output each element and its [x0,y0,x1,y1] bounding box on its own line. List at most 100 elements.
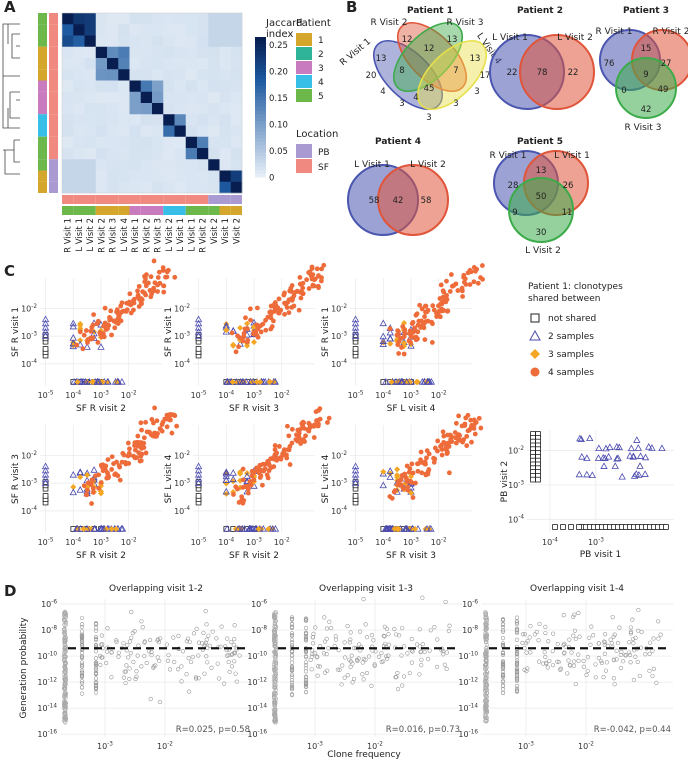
scatter-plot: 10-5 10-4 10-3 10-210-410-310-2SF R visit 3… [164,262,327,414]
point [611,634,616,639]
point-2-samples [271,377,279,385]
point-3-samples [113,526,120,532]
location-color-cell [129,195,141,204]
point [79,681,85,686]
heatmap-cell [129,80,142,93]
column-label: L Visit 4 [120,218,130,252]
point [155,655,160,660]
heatmap-cell [208,170,220,183]
point [204,654,209,659]
column-label: L Visit 1 [75,218,85,252]
point-4-samples [112,325,118,331]
point [617,625,622,630]
x-axis-label: SF R visit 2 [76,551,126,561]
point [204,622,209,627]
point-4-samples [315,418,321,423]
point-4-samples [249,468,255,474]
point-4-samples [241,334,246,340]
point-4-samples [319,266,325,272]
point [536,659,542,664]
point-4-samples [423,309,428,315]
point-4-samples [233,349,239,355]
tick-label: 10-3 [21,332,37,342]
point-4-samples [109,454,115,460]
column-label: R Visit 2 [142,218,152,253]
tick-label: 10-2 [578,741,594,751]
heatmap-cell [140,148,153,160]
point [273,634,278,640]
point-2-samples [577,435,585,443]
point [273,677,278,682]
venn-set-label: R Visit 1 [490,151,527,161]
point [289,693,295,698]
point-4-samples [81,332,87,338]
point-4-samples [105,457,111,463]
point [273,717,279,723]
point [100,655,105,660]
point-4-samples [115,317,120,323]
heatmap-cell [129,114,142,126]
point-4-samples [155,275,161,280]
point-4-samples [143,292,149,298]
point [172,659,177,665]
point [602,640,607,645]
point [484,642,489,647]
point-not-shared [530,476,536,483]
tick-label: 10-3 [518,741,534,751]
point-2-samples [194,327,203,335]
point [382,624,387,629]
point-4-samples [249,473,255,479]
point [572,628,578,633]
point [426,657,431,662]
point [93,628,99,633]
point [303,689,309,695]
heatmap-cell [197,148,209,160]
point [562,651,567,656]
tick-label: 10-3 [21,479,37,489]
point-4-samples [80,346,86,352]
venn-count: 45 [424,84,435,94]
point [62,645,67,651]
point [536,638,541,643]
x-axis-label: SF R visit 3 [386,551,436,561]
tick-label: 10-4 [174,359,190,369]
point [272,698,277,704]
stat-label: R=0.016, p=0.73 [386,725,460,735]
point [500,690,506,696]
point [558,666,564,671]
venn-count: 3 [453,99,458,109]
point-4-samples [151,258,157,264]
point [218,644,223,649]
point-2-samples [41,332,50,339]
venn-count: 42 [641,105,652,115]
point-2-samples [222,472,230,480]
point [566,658,571,663]
tick-label: 10-3 [307,741,323,751]
point [352,676,357,682]
point-4-samples [412,325,418,331]
point [79,622,85,627]
point [335,667,341,672]
point-4-samples [105,472,111,478]
point-4-samples [84,487,90,493]
point-4-samples [148,274,154,280]
point [432,625,437,630]
point [303,660,309,665]
patient-legend-title: Patient [296,18,331,29]
point [303,682,309,688]
plot-area [60,599,252,737]
heatmap-cell [84,91,97,104]
heatmap-cell [185,103,198,115]
point-4-samples [432,445,438,451]
point [623,653,628,658]
point-2-samples [229,475,237,483]
point-4-samples [408,340,413,345]
y-axis-label: SF R visit 1 [164,307,174,357]
point [289,615,295,620]
point [234,647,239,652]
point [325,668,330,673]
point [573,681,578,687]
venn-count: 4 [413,93,418,103]
heatmap-cell [95,136,108,149]
heatmap-cell [197,58,209,70]
